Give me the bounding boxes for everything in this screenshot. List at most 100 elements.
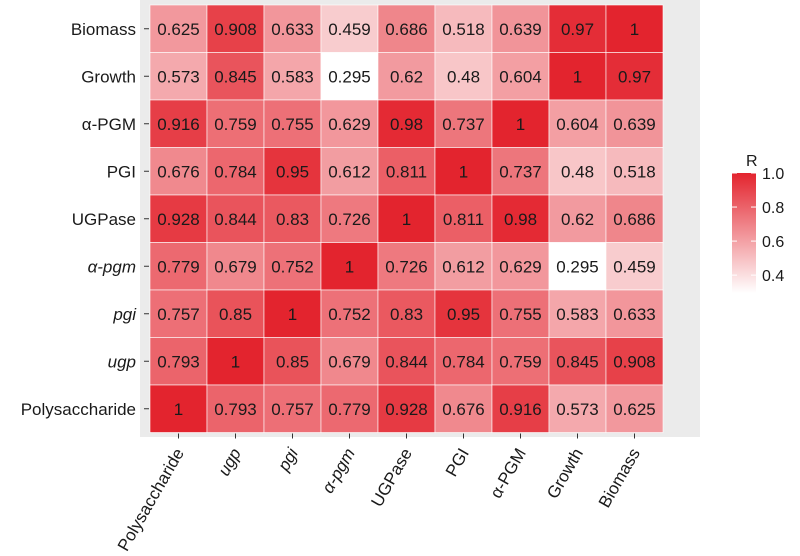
- cell-value-label: 0.784: [442, 352, 485, 371]
- cell-value-label: 0.759: [214, 115, 257, 134]
- heatmap-cell-alpha-pgm-ugpase: [377, 242, 436, 291]
- cell-value-label: 1: [573, 67, 582, 86]
- cell-value-label: 0.625: [613, 400, 656, 419]
- heatmap-cell-ugp-alpha-pgm: [320, 337, 379, 386]
- cell-value-label: 0.916: [499, 400, 542, 419]
- legend-tick-label: 0.4: [762, 268, 784, 285]
- heatmap-cell-pgi-growth: [548, 289, 607, 338]
- heatmap-cell-alpha-pgm-pgi: [434, 242, 493, 291]
- heatmap-cell-polysaccharide-growth: [548, 384, 607, 433]
- heatmap-cell-biomass-alpha-pgm: [491, 4, 550, 53]
- y-tick-label-polysaccharide: Polysaccharide: [21, 400, 136, 419]
- cell-value-label: 0.844: [385, 352, 428, 371]
- legend-tick-label: 0.8: [762, 200, 784, 217]
- cell-value-label: 0.757: [271, 400, 314, 419]
- x-tick-label-pgi: PGI: [442, 445, 473, 480]
- cell-value-label: 0.779: [157, 257, 200, 276]
- y-tick-label-biomass: Biomass: [71, 20, 136, 39]
- heatmap-cell-polysaccharide-biomass: [605, 384, 664, 433]
- heatmap-cell-alpha-pgm-biomass: [605, 242, 664, 291]
- heatmap-cell-alpha-pgm-polysaccharide: [149, 242, 208, 291]
- heatmap-cell-ugpase-ugpase: [377, 194, 436, 243]
- heatmap-cell-ugpase-pgi: [263, 194, 322, 243]
- y-tick-label-pgi: pgi: [112, 305, 137, 324]
- cell-value-label: 0.811: [443, 210, 484, 229]
- heatmap-cell-polysaccharide-alpha-pgm: [491, 384, 550, 433]
- cell-value-label: 0.793: [214, 400, 257, 419]
- heatmap-cell-alpha-pgm-pgi: [263, 99, 322, 148]
- heatmap-cell-polysaccharide-ugpase: [377, 384, 436, 433]
- cell-value-label: 0.908: [613, 352, 656, 371]
- cell-value-label: 0.908: [214, 20, 257, 39]
- cell-value-label: 0.518: [442, 20, 485, 39]
- heatmap-cell-ugp-ugpase: [377, 337, 436, 386]
- cell-value-label: 0.48: [561, 162, 594, 181]
- x-tick-label-growth: Growth: [543, 445, 587, 502]
- cell-value-label: 0.845: [556, 352, 599, 371]
- cell-value-label: 0.518: [613, 162, 656, 181]
- heatmap-cells: 0.625 0.908 0.633 0.459 0.686 0.518 0.639 0.97 1…: [149, 4, 664, 433]
- legend-tick-label: 1.0: [762, 166, 784, 183]
- y-tick-label-alpha-pgm: α-pgm: [88, 257, 136, 276]
- heatmap-cell-pgi-ugpase: [377, 289, 436, 338]
- heatmap-cell-ugpase-biomass: [605, 194, 664, 243]
- y-tick-label-pgi: PGI: [107, 162, 136, 181]
- x-tick-label-biomass: Biomass: [595, 445, 644, 511]
- heatmap-cell-alpha-pgm-ugp: [206, 242, 265, 291]
- cell-value-label: 1: [174, 400, 183, 419]
- cell-value-label: 0.459: [328, 20, 371, 39]
- heatmap-cell-pgi-ugp: [206, 289, 265, 338]
- cell-value-label: 0.752: [328, 305, 371, 324]
- heatmap-cell-polysaccharide-polysaccharide: [149, 384, 208, 433]
- cell-value-label: 0.62: [390, 67, 423, 86]
- heatmap-cell-pgi-growth: [548, 147, 607, 196]
- cell-value-label: 0.752: [271, 257, 314, 276]
- cell-value-label: 1: [231, 352, 240, 371]
- cell-value-label: 0.928: [385, 400, 428, 419]
- heatmap-cell-growth-alpha-pgm: [491, 52, 550, 101]
- heatmap-cell-biomass-alpha-pgm: [320, 4, 379, 53]
- y-tick-label-ugpase: UGPase: [72, 210, 136, 229]
- cell-value-label: 0.98: [504, 210, 537, 229]
- cell-value-label: 0.85: [219, 305, 252, 324]
- cell-value-label: 0.612: [442, 257, 485, 276]
- cell-value-label: 0.83: [390, 305, 423, 324]
- legend-title: R: [746, 153, 758, 170]
- y-axis: Biomass Growth α-PGM PGI UGPase α-pgm pgi ugp Po…: [21, 20, 149, 419]
- cell-value-label: 1: [516, 115, 525, 134]
- cell-value-label: 0.686: [385, 20, 428, 39]
- heatmap-cell-ugpase-ugp: [206, 194, 265, 243]
- heatmap-cell-ugpase-alpha-pgm: [491, 194, 550, 243]
- cell-value-label: 0.811: [386, 162, 427, 181]
- heatmap-cell-growth-biomass: [605, 52, 664, 101]
- cell-value-label: 0.755: [271, 115, 314, 134]
- heatmap-cell-alpha-pgm-alpha-pgm: [320, 242, 379, 291]
- cell-value-label: 0.459: [613, 257, 656, 276]
- heatmap-cell-pgi-biomass: [605, 147, 664, 196]
- heatmap-cell-alpha-pgm-polysaccharide: [149, 99, 208, 148]
- cell-value-label: 0.629: [328, 115, 371, 134]
- heatmap-cell-pgi-pgi: [263, 147, 322, 196]
- cell-value-label: 0.755: [499, 305, 542, 324]
- heatmap-cell-biomass-polysaccharide: [149, 4, 208, 53]
- heatmap-cell-polysaccharide-pgi: [434, 384, 493, 433]
- cell-value-label: 0.686: [613, 210, 656, 229]
- cell-value-label: 0.633: [271, 20, 314, 39]
- cell-value-label: 0.48: [447, 67, 480, 86]
- cell-value-label: 1: [345, 257, 354, 276]
- x-tick-label-alpha-pgm: α-PGM: [486, 445, 530, 501]
- cell-value-label: 0.573: [556, 400, 599, 419]
- cell-value-label: 0.737: [499, 162, 542, 181]
- cell-value-label: 0.604: [499, 67, 542, 86]
- cell-value-label: 0.629: [499, 257, 542, 276]
- heatmap-cell-pgi-polysaccharide: [149, 289, 208, 338]
- cell-value-label: 0.726: [385, 257, 428, 276]
- cell-value-label: 0.95: [447, 305, 480, 324]
- cell-value-label: 1: [459, 162, 468, 181]
- cell-value-label: 0.757: [157, 305, 200, 324]
- cell-value-label: 0.95: [276, 162, 309, 181]
- x-tick-label-ugp: ugp: [214, 445, 245, 479]
- cell-value-label: 0.679: [214, 257, 257, 276]
- cell-value-label: 0.295: [556, 257, 599, 276]
